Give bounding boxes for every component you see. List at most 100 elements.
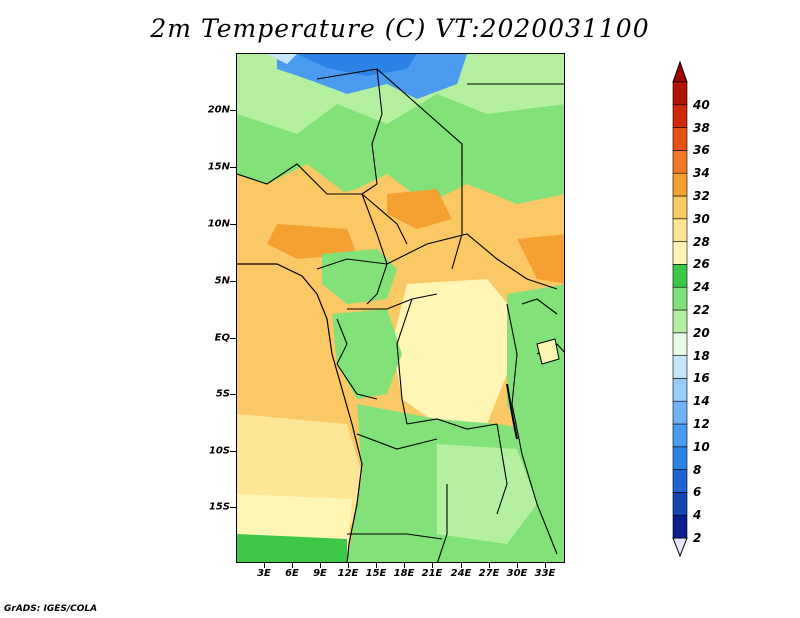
lat-tick — [230, 110, 236, 111]
map-title: 2m Temperature (C) VT:2020031100 — [150, 14, 650, 43]
colorbar-segment — [672, 355, 688, 379]
lon-tick — [264, 563, 265, 568]
lon-label: 21E — [421, 568, 443, 579]
colorbar-label: 32 — [693, 189, 710, 203]
colorbar-over-triangle — [672, 60, 688, 83]
lon-label: 3E — [257, 568, 271, 579]
temperature-zone-southwest — [237, 534, 347, 562]
lon-label: 15E — [365, 568, 387, 579]
lat-tick — [230, 507, 236, 508]
colorbar-label: 36 — [693, 143, 710, 158]
colorbar-segment — [672, 423, 688, 448]
colorbar-label: 24 — [693, 280, 710, 295]
temperature-zone-hot-central — [387, 189, 452, 229]
lat-label: 15S — [208, 501, 230, 513]
lon-label: 27E — [478, 568, 500, 579]
temperature-map — [236, 53, 565, 563]
lon-tick — [292, 563, 293, 568]
colorbar-label: 30 — [693, 211, 710, 226]
lat-tick — [230, 394, 236, 395]
lon-label: 24E — [450, 568, 472, 579]
colorbar-segment — [672, 172, 688, 197]
colorbar-label: 10 — [693, 439, 710, 454]
colorbar-label: 14 — [693, 394, 710, 409]
colorbar-label: 18 — [693, 348, 710, 363]
colorbar-segment — [672, 195, 688, 220]
lon-tick — [545, 563, 546, 568]
colorbar-label: 20 — [693, 325, 710, 340]
lat-tick — [230, 338, 236, 339]
lat-tick — [230, 224, 236, 225]
lat-tick — [230, 167, 236, 168]
grads-credit: GrADS: IGES/COLA — [4, 604, 98, 614]
lat-label: 20N — [207, 104, 230, 116]
colorbar-segment — [672, 104, 688, 128]
colorbar-label: 6 — [693, 485, 702, 500]
lat-label: 5N — [214, 275, 230, 287]
colorbar-label: 22 — [693, 303, 710, 317]
temperature-zone-coastal-west — [332, 309, 402, 399]
temperature-zone-congo-basin — [392, 279, 512, 424]
lake-victoria — [536, 338, 560, 365]
colorbar-under-triangle — [672, 537, 688, 558]
lon-label: 30E — [506, 568, 528, 579]
colorbar-segment — [672, 81, 688, 106]
lon-tick — [320, 563, 321, 568]
lon-tick — [376, 563, 377, 568]
colorbar-label: 12 — [693, 417, 710, 431]
temperature-zone-hot-east — [517, 234, 564, 284]
lon-label: 18E — [393, 568, 415, 579]
colorbar-segment — [672, 400, 688, 425]
temperature-field — [237, 54, 564, 562]
lon-label: 12E — [337, 568, 359, 579]
colorbar-segment — [672, 218, 688, 242]
temperature-zone-coldest — [297, 54, 417, 76]
colorbar-segment — [672, 378, 688, 402]
colorbar-label: 34 — [693, 166, 710, 181]
lon-label: 33E — [534, 568, 556, 579]
lon-tick — [348, 563, 349, 568]
colorbar-segment — [672, 469, 688, 493]
temperature-zone-cool-edge — [267, 54, 297, 64]
colorbar-segment — [672, 127, 688, 151]
lat-label: EQ — [214, 332, 230, 344]
colorbar-segment — [672, 264, 688, 288]
lat-tick — [230, 281, 236, 282]
lat-label: 10S — [208, 445, 230, 457]
colorbar-label: 2 — [693, 531, 702, 545]
temperature-zone-hot-west — [267, 224, 357, 259]
colorbar-segment — [672, 241, 688, 265]
colorbar-segment — [672, 514, 688, 539]
lat-label: 10N — [207, 218, 230, 230]
lon-label: 9E — [313, 568, 327, 579]
temperature-zone-south-cool — [437, 444, 537, 544]
colorbar-segment — [672, 446, 688, 470]
colorbar-label: 38 — [693, 120, 710, 135]
colorbar-segment — [672, 286, 688, 311]
colorbar-label: 16 — [693, 371, 710, 386]
lat-label: 15N — [207, 161, 230, 173]
colorbar-segment — [672, 492, 688, 516]
lat-label: 5S — [215, 388, 230, 400]
lon-tick — [489, 563, 490, 568]
colorbar-label: 28 — [693, 234, 710, 249]
temperature-zone-warm-band — [237, 189, 564, 284]
coastline — [237, 263, 363, 562]
lon-tick — [432, 563, 433, 568]
colorbar-label: 8 — [693, 462, 702, 477]
colorbar-segment — [672, 150, 688, 174]
colorbar-label: 4 — [693, 508, 702, 523]
lat-tick — [230, 451, 236, 452]
lon-tick — [461, 563, 462, 568]
colorbar-segment — [672, 309, 688, 334]
colorbar-label: 26 — [693, 257, 710, 272]
lon-tick — [404, 563, 405, 568]
colorbar-segment — [672, 332, 688, 356]
temperature-zone-east-highlands — [507, 284, 564, 454]
country-borders — [237, 68, 564, 562]
lake-tanganyika — [506, 383, 518, 440]
colorbar — [672, 60, 688, 558]
lon-label: 6E — [285, 568, 299, 579]
colorbar-label: 40 — [693, 97, 710, 112]
lon-tick — [517, 563, 518, 568]
